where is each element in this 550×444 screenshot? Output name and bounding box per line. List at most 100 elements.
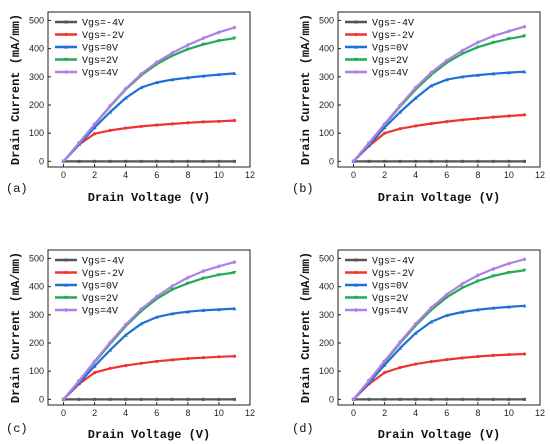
data-point (216, 273, 221, 277)
data-point (108, 397, 112, 401)
data-point (139, 124, 143, 129)
data-point (154, 59, 159, 65)
data-point (139, 321, 144, 326)
data-point (522, 34, 527, 38)
data-point (413, 95, 418, 100)
legend-marker (64, 295, 68, 300)
data-point (201, 397, 205, 401)
data-point (232, 354, 237, 358)
legend-marker (354, 45, 358, 49)
x-tick-label: 0 (61, 170, 66, 180)
series-Vgs0V (61, 71, 237, 163)
legend-label: Vgs=0V (82, 44, 118, 55)
series-line (352, 258, 525, 401)
y-axis-title: Drain Current (mA/mm) (9, 14, 23, 165)
data-point (429, 159, 433, 163)
legend-label: Vgs=-2V (372, 269, 414, 280)
series-Vgs0V (61, 306, 237, 401)
data-point (232, 159, 236, 163)
data-point (232, 118, 237, 123)
y-tick-label: 200 (29, 338, 44, 348)
data-point (123, 333, 128, 337)
data-point (201, 120, 205, 124)
series-Vgs4V (351, 257, 527, 402)
data-point (201, 36, 206, 41)
data-point (92, 125, 97, 130)
x-tick-label: 12 (535, 408, 545, 418)
data-point (185, 275, 191, 280)
legend-marker (354, 32, 358, 37)
y-axis-title: Drain Current (mA/mm) (299, 14, 313, 165)
series-line (352, 34, 525, 163)
data-point (460, 118, 464, 122)
data-point (92, 359, 97, 364)
data-point (170, 50, 175, 56)
data-point (397, 103, 403, 108)
legend-label: Vgs=-2V (82, 269, 124, 280)
y-tick-label: 500 (29, 15, 44, 25)
data-point (460, 281, 465, 287)
data-point (522, 24, 527, 29)
data-point (460, 159, 464, 163)
x-tick-label: 4 (123, 408, 128, 418)
series-line (62, 307, 235, 401)
data-point (491, 266, 496, 272)
data-point (108, 110, 113, 114)
data-point (460, 310, 465, 314)
data-point (123, 322, 128, 327)
data-point (522, 159, 526, 163)
data-point (76, 378, 82, 383)
data-point (61, 159, 66, 164)
panel-letter: (b) (292, 182, 314, 196)
series-Vgs-4V (352, 397, 526, 401)
data-point (154, 80, 159, 85)
legend-label: Vgs=2V (82, 294, 118, 305)
series-line (352, 352, 525, 401)
legend-marker (64, 32, 68, 37)
data-point (217, 119, 221, 123)
data-point (216, 264, 222, 269)
y-tick-label: 100 (319, 128, 334, 138)
data-point (398, 365, 402, 370)
data-point (201, 308, 206, 312)
data-point (429, 70, 434, 75)
data-point (414, 124, 418, 128)
data-point (414, 159, 418, 163)
data-point (155, 123, 159, 127)
y-tick-label: 100 (319, 366, 334, 376)
data-point (232, 397, 236, 401)
legend-marker (354, 283, 358, 287)
data-point (522, 69, 527, 74)
legend-marker (353, 307, 359, 313)
data-point (383, 370, 387, 375)
data-point (139, 306, 144, 312)
data-point (185, 42, 191, 48)
legend-label: Vgs=0V (372, 44, 408, 55)
data-point (93, 132, 97, 136)
series-Vgs-2V (351, 113, 527, 163)
data-point (201, 356, 205, 360)
data-point (201, 159, 205, 163)
y-tick-label: 500 (319, 15, 334, 25)
data-point (429, 360, 433, 364)
data-point (217, 355, 221, 359)
panel-letter: (a) (6, 182, 28, 196)
legend-label: Vgs=2V (82, 56, 118, 67)
y-tick-label: 300 (319, 310, 334, 320)
data-point (93, 397, 97, 401)
series-Vgs4V (351, 24, 527, 164)
data-point (476, 354, 480, 359)
series-line (62, 355, 235, 401)
series-Vgs0V (351, 303, 527, 401)
data-point (170, 159, 174, 163)
data-point (217, 397, 221, 401)
y-tick-label: 0 (39, 394, 44, 404)
data-point (397, 339, 403, 345)
data-point (398, 127, 402, 131)
series-Vgs-4V (352, 159, 526, 163)
data-point (185, 309, 190, 314)
y-tick-label: 100 (29, 366, 44, 376)
